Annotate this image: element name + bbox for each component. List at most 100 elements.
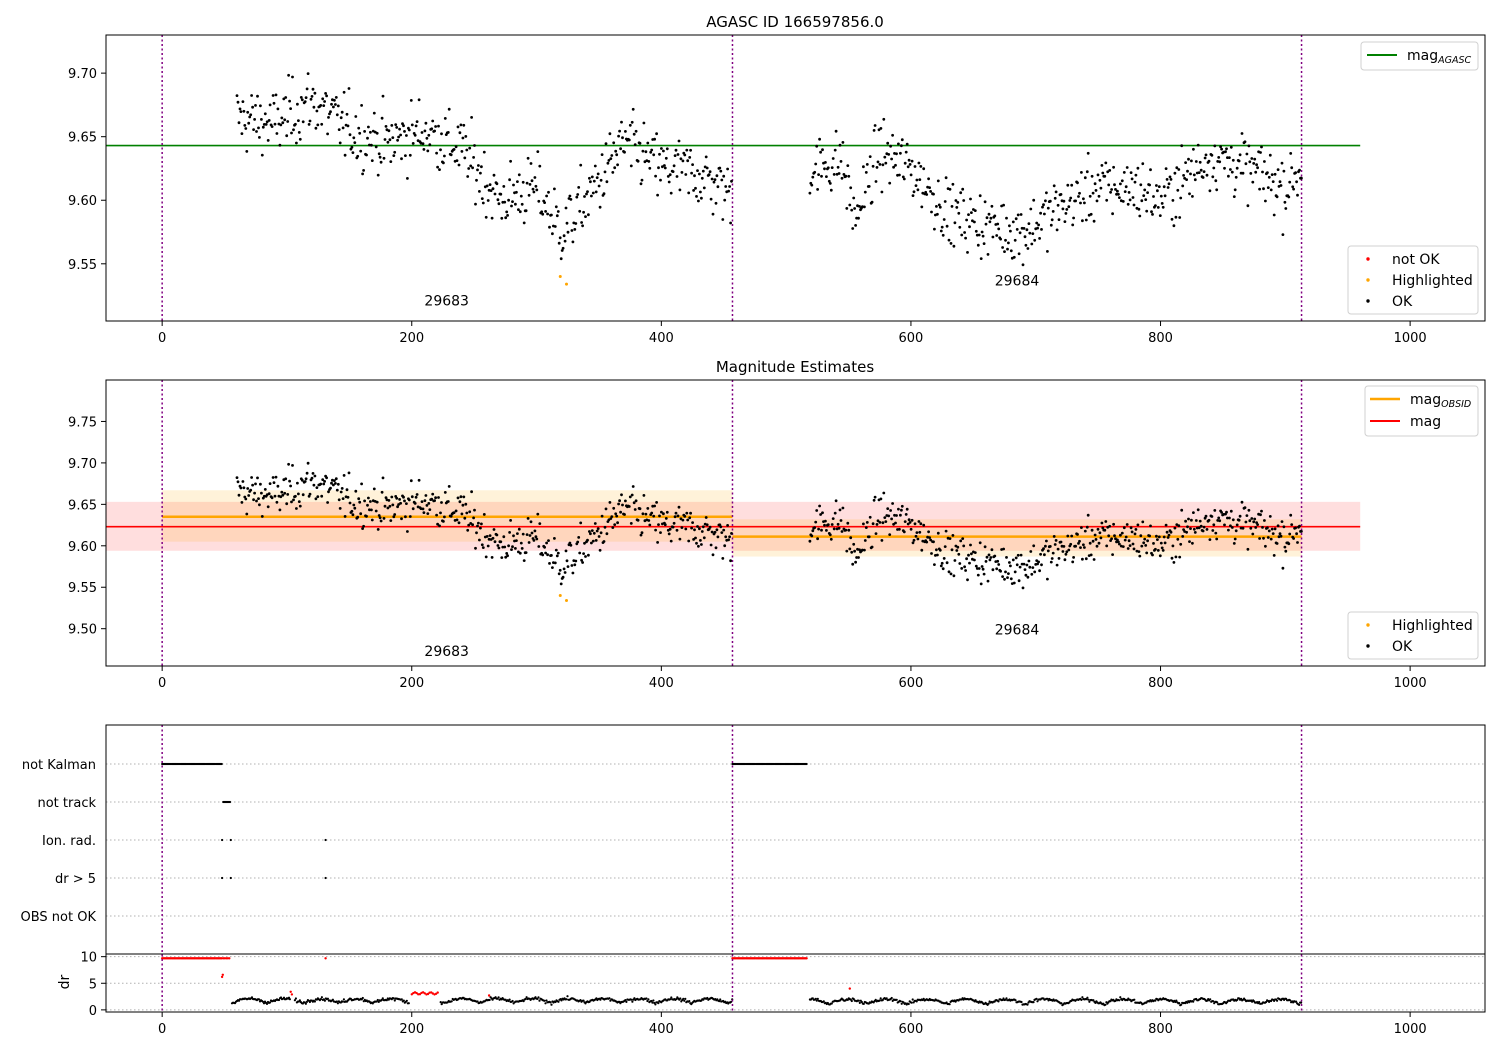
dr-point <box>878 999 881 1002</box>
legend-mag-label: mag <box>1410 414 1441 430</box>
ok-point <box>662 149 665 153</box>
ok-point <box>510 548 513 551</box>
ok-point <box>722 528 726 532</box>
ok-point <box>1078 191 1081 195</box>
ok-point <box>340 487 344 490</box>
ok-point <box>672 521 676 525</box>
ok-point <box>954 199 958 202</box>
ok-point <box>350 509 354 513</box>
ok-point <box>1238 514 1242 518</box>
ok-point <box>447 107 451 111</box>
dr-point <box>550 1003 553 1006</box>
ok-point <box>690 171 693 175</box>
ok-point <box>544 210 547 213</box>
ok-point <box>1263 160 1266 163</box>
ok-point <box>1156 206 1160 209</box>
ok-point <box>1171 199 1175 202</box>
dr-point <box>814 997 817 1000</box>
ok-point <box>1194 519 1198 522</box>
ok-point <box>468 146 472 150</box>
ok-point <box>1118 196 1121 200</box>
ok-point <box>864 171 868 174</box>
ok-point <box>458 500 462 504</box>
ok-point <box>1001 246 1004 249</box>
ok-point <box>387 129 391 133</box>
ok-point <box>941 567 945 571</box>
ok-point <box>883 155 887 159</box>
ok-point <box>1256 523 1259 526</box>
ok-point <box>504 555 508 559</box>
ok-point <box>989 216 993 220</box>
ok-point <box>1099 186 1103 190</box>
ok-point <box>1069 542 1073 546</box>
ok-point <box>1130 530 1134 534</box>
legend-highlighted-marker <box>1366 278 1370 282</box>
ok-point <box>369 500 372 503</box>
ok-point <box>300 98 304 102</box>
ok-point <box>280 490 284 494</box>
ok-point <box>1119 533 1122 537</box>
ok-point <box>980 565 984 568</box>
ok-point <box>485 535 489 538</box>
ok-point <box>698 172 701 176</box>
ok-point <box>1131 542 1135 546</box>
ok-point <box>1220 147 1223 151</box>
ok-point <box>715 528 719 532</box>
dr-point <box>326 997 329 1000</box>
ok-point <box>275 500 279 504</box>
dr-point <box>1300 1001 1303 1004</box>
ok-point <box>325 476 328 480</box>
obsid-label: 29683 <box>424 294 469 310</box>
ok-point <box>1228 156 1231 160</box>
ok-point <box>443 515 446 519</box>
ok-point <box>878 521 882 524</box>
ok-point <box>431 492 435 496</box>
ok-point <box>916 188 920 192</box>
ok-point <box>959 191 963 195</box>
ok-point <box>1039 211 1042 215</box>
ok-point <box>1266 186 1270 190</box>
ok-point <box>309 97 313 101</box>
ok-point <box>619 510 622 514</box>
ok-point <box>819 513 822 516</box>
ok-point <box>532 539 536 542</box>
ok-point <box>960 567 964 570</box>
ok-point <box>1027 222 1031 226</box>
ok-point <box>386 506 390 510</box>
ok-point <box>983 200 987 204</box>
ok-point <box>836 165 840 169</box>
ok-point <box>555 554 559 558</box>
ok-point <box>340 110 344 114</box>
ok-point <box>1084 557 1088 561</box>
highlighted-point <box>564 599 568 603</box>
ok-point <box>665 510 669 514</box>
x-tick-label: 1000 <box>1394 1022 1427 1037</box>
ok-point <box>404 515 407 519</box>
ok-point <box>1138 214 1142 218</box>
ok-point <box>466 175 470 178</box>
flag-row-label: not Kalman <box>22 758 96 773</box>
ok-point <box>468 510 472 514</box>
ok-point <box>370 518 374 522</box>
ok-point <box>845 549 849 553</box>
ok-point <box>873 124 877 127</box>
ok-point <box>1179 542 1183 546</box>
ok-point <box>1179 196 1183 200</box>
ok-point <box>533 176 537 179</box>
ok-point <box>544 551 547 555</box>
ok-point <box>1284 549 1288 553</box>
ok-point <box>266 505 270 509</box>
ok-point <box>1007 572 1010 575</box>
ok-point <box>1074 199 1077 203</box>
ok-point <box>557 572 561 576</box>
ok-point <box>590 175 594 179</box>
ok-point <box>1158 554 1162 558</box>
ok-point <box>1040 563 1043 567</box>
ok-point <box>671 170 675 174</box>
ok-point <box>1111 553 1114 556</box>
ok-point <box>1266 526 1269 530</box>
ok-point <box>906 165 910 169</box>
ok-point <box>1045 191 1048 195</box>
ok-point <box>612 506 616 510</box>
